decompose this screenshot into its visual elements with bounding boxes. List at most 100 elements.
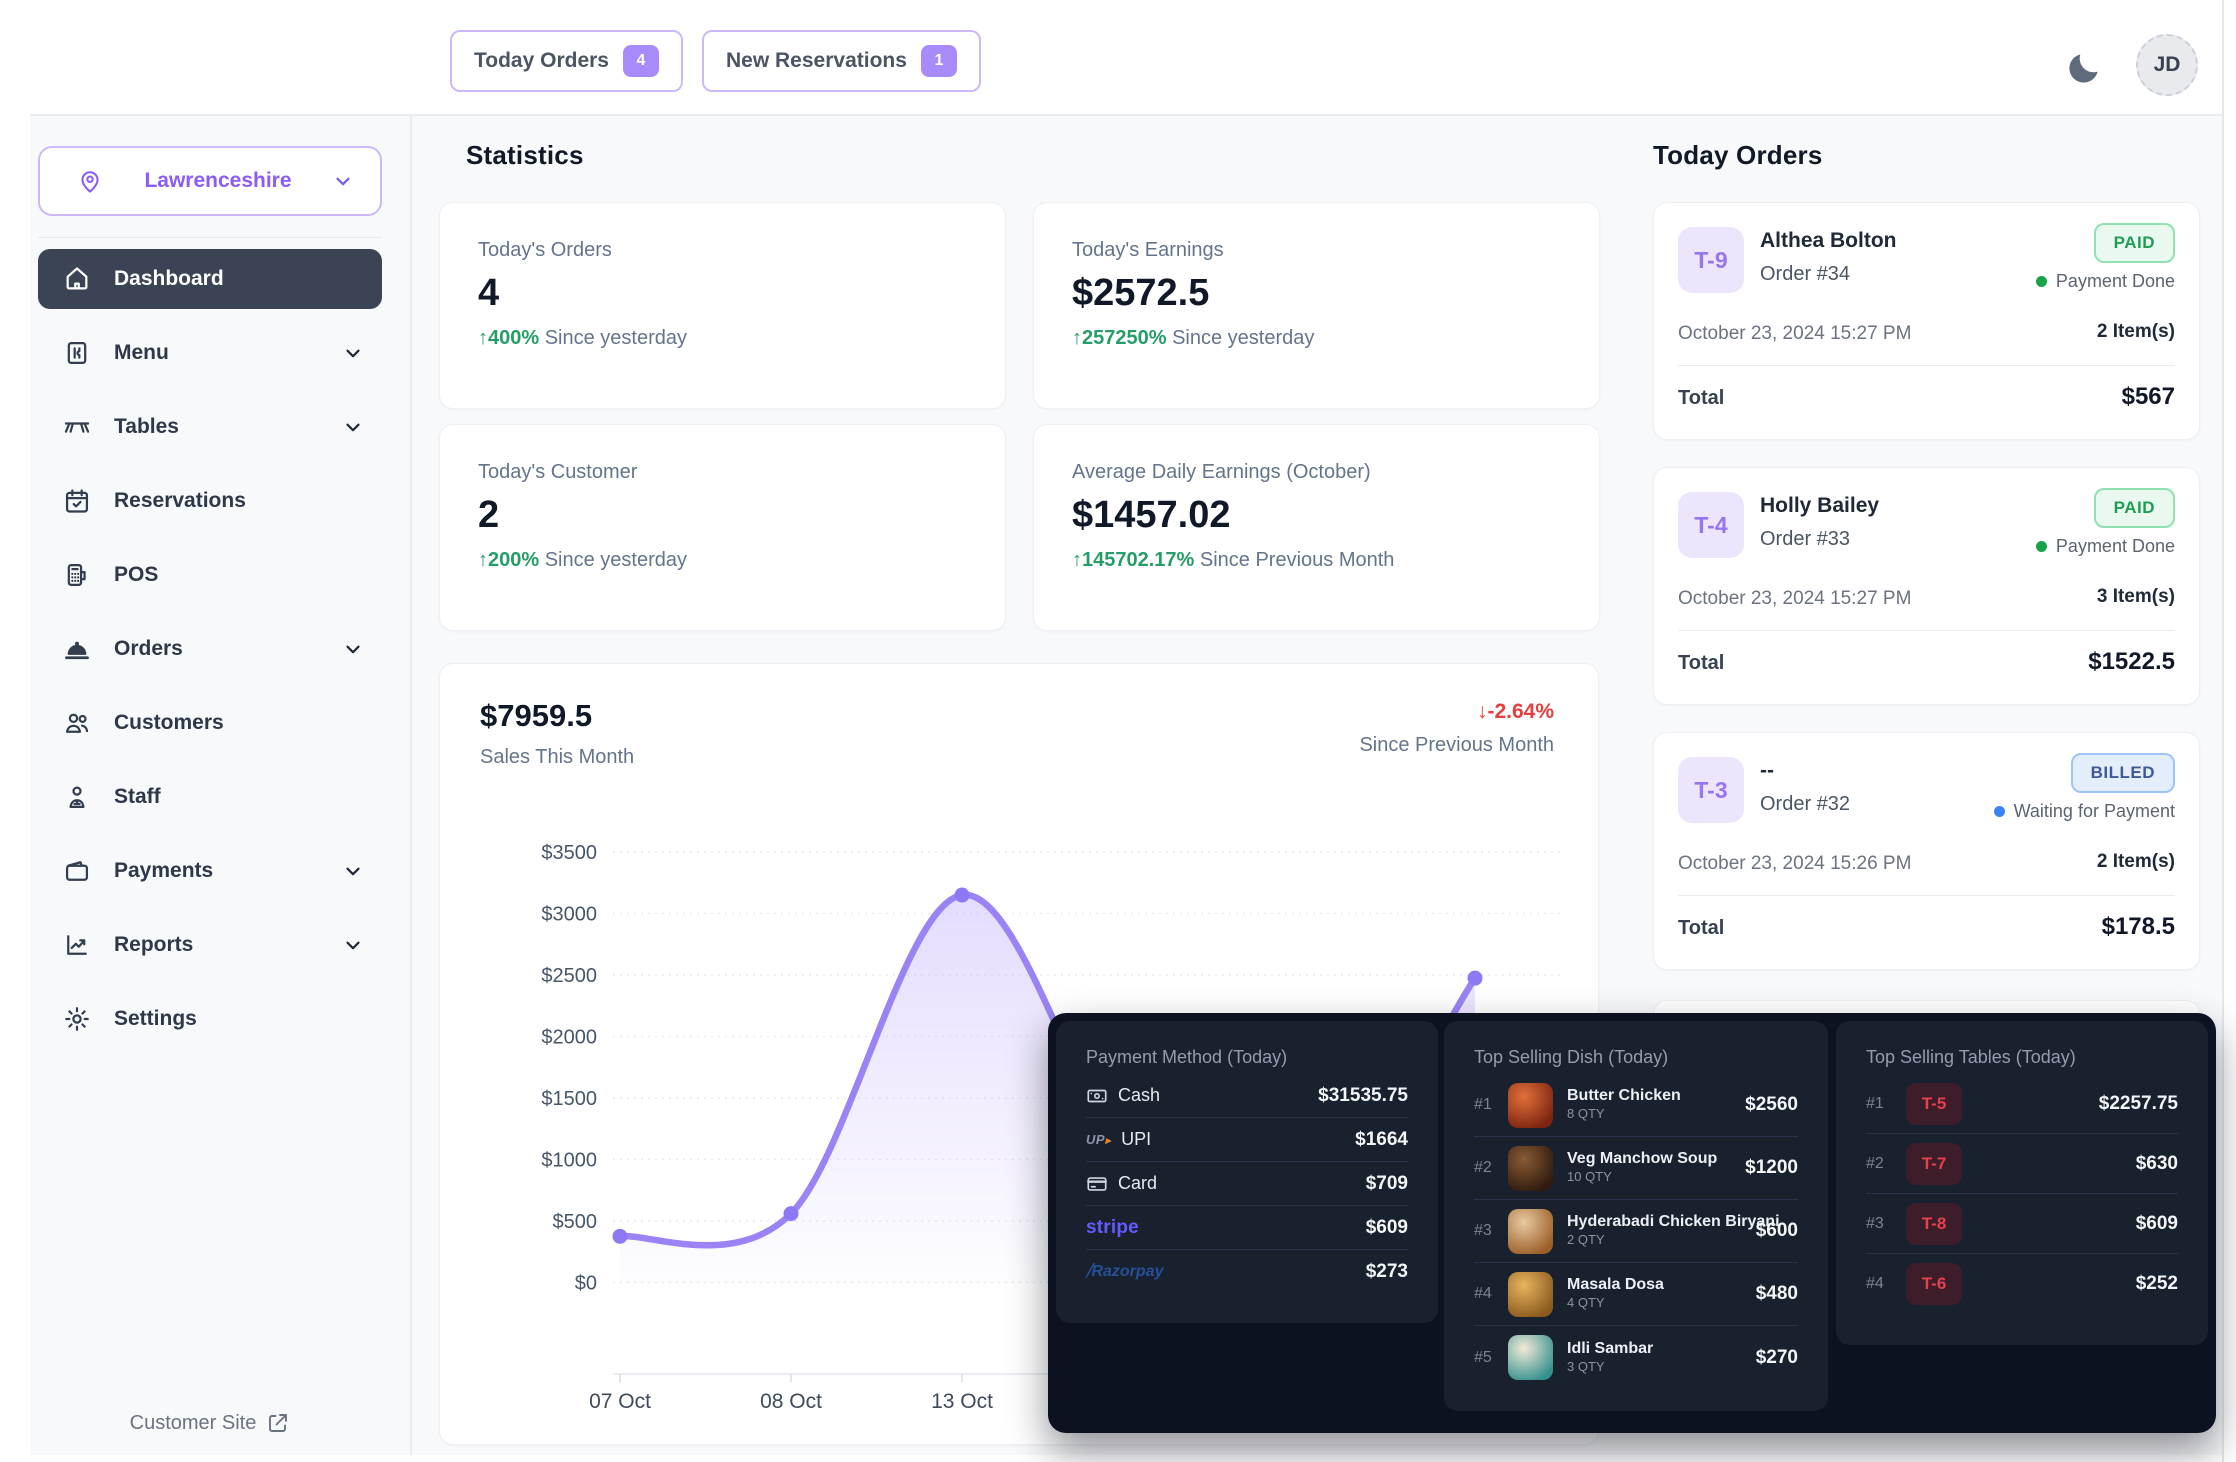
dish-value: $270 [1755,1346,1798,1368]
dish-qty: 10 QTY [1567,1169,1612,1184]
credit-card-icon [1086,1173,1108,1195]
razorpay-logo: ⧸Razorpay [1086,1263,1164,1280]
order-item-count: 2 Item(s) [2096,321,2175,342]
customer-name: Althea Bolton [1760,229,1897,252]
sidebar-item-payments[interactable]: Payments [38,841,382,901]
order-card[interactable]: T-4 Holly Bailey Order #33 PAID Payment … [1653,467,2200,705]
external-link-icon [266,1411,290,1435]
person-icon [62,782,92,812]
sidebar-item-label: Dashboard [114,267,224,290]
dish-row: #2 Veg Manchow Soup 10 QTY $1200 [1474,1137,1798,1200]
svg-text:07 Oct: 07 Oct [589,1390,651,1413]
new-reservations-pill-label: New Reservations [726,49,907,72]
total-value: $567 [2121,383,2175,410]
sidebar-item-staff[interactable]: Staff [38,767,382,827]
top-selling-dish-panel: Top Selling Dish (Today) #1 Butter Chick… [1444,1021,1828,1411]
stat-value: $1457.02 [1072,494,1231,536]
dish-photo [1508,1335,1553,1380]
payment-status: Waiting for Payment [1993,801,2175,822]
total-label: Total [1678,652,1725,674]
new-reservations-pill[interactable]: New Reservations 1 [702,30,981,92]
top-selling-tables-panel: Top Selling Tables (Today) #1 T-5 $2257.… [1836,1021,2208,1345]
payment-status-label: Payment Done [2055,536,2175,556]
razorpay-label: Razorpay [1091,1263,1164,1280]
table-row: #2 T-7 $630 [1866,1134,2178,1194]
chart-line-icon [62,930,92,960]
payment-method-label: Cash [1118,1085,1161,1105]
order-datetime: October 23, 2024 15:26 PM [1678,853,1912,874]
payment-method-value: $273 [1365,1261,1408,1282]
sidebar-item-settings[interactable]: Settings [38,989,382,1049]
stat-value: 2 [478,494,500,536]
dish-qty: 2 QTY [1567,1232,1605,1247]
customer-site-label: Customer Site [129,1411,257,1434]
moon-icon [2064,48,2104,88]
payment-row-upi: UP▸ UPI $1664 [1086,1118,1408,1162]
dish-row: #3 Hyderabadi Chicken Biryani 2 QTY $600 [1474,1200,1798,1263]
sales-month-label: Sales This Month [480,746,635,768]
order-datetime: October 23, 2024 15:27 PM [1678,588,1912,609]
top-selling-dish-title: Top Selling Dish (Today) [1474,1047,1669,1067]
status-badge: PAID [2093,488,2175,528]
sidebar-item-tables[interactable]: Tables [38,397,382,457]
user-avatar[interactable]: JD [2136,34,2198,96]
svg-text:$2000: $2000 [541,1027,597,1049]
sidebar-item-label: Reports [114,933,194,956]
order-card-divider [1678,630,2175,631]
order-card[interactable]: T-3 -- Order #32 BILLED Waiting for Paym… [1653,732,2200,970]
sidebar-item-orders[interactable]: Orders [38,619,382,679]
payment-row-card: Card $709 [1086,1162,1408,1206]
status-badge: BILLED [2070,753,2175,793]
dish-name: Idli Sambar [1567,1339,1654,1357]
banknote-icon [1086,1085,1108,1107]
table-badge: T-4 [1678,492,1744,558]
sidebar-item-menu[interactable]: Menu [38,323,382,383]
sidebar-item-customers[interactable]: Customers [38,693,382,753]
stat-value: 4 [478,272,500,314]
payment-row-stripe: stripe $609 [1086,1206,1408,1250]
sales-delta: ↓-2.64% [1476,700,1554,723]
status-dot [2035,541,2047,552]
order-card[interactable]: T-9 Althea Bolton Order #34 PAID Payment… [1653,202,2200,440]
sidebar-item-label: Menu [114,341,169,364]
dark-mode-toggle[interactable] [2058,42,2110,94]
payment-status-label: Payment Done [2055,271,2175,291]
menu-book-icon [62,338,92,368]
table-badge: T-6 [1906,1263,1962,1305]
chevron-down-icon [342,860,364,882]
chevron-down-icon [342,342,364,364]
delta-suffix: Since yesterday [539,549,688,571]
sidebar-item-pos[interactable]: POS [38,545,382,605]
location-select[interactable]: Lawrenceshire [38,146,382,216]
chevron-down-icon [332,170,354,192]
stat-card-todays-customer: Today's Customer 2 ↑200% Since yesterday [439,424,1006,631]
sidebar-item-reports[interactable]: Reports [38,915,382,975]
chevron-down-icon [342,416,364,438]
sidebar-item-reservations[interactable]: Reservations [38,471,382,531]
dish-value: $600 [1755,1220,1798,1241]
location-name: Lawrenceshire [144,169,292,192]
customer-site-link[interactable]: Customer Site [38,1411,382,1435]
payment-method-value: $31535.75 [1318,1084,1408,1106]
customer-name: Holly Bailey [1760,494,1880,517]
table-row: #4 T-6 $252 [1866,1254,2178,1314]
dish-photo [1508,1082,1553,1128]
delta-up-arrow: ↑ [1072,327,1082,349]
today-orders-pill-count: 4 [622,45,659,77]
table-badge: T-5 [1906,1082,1962,1125]
sidebar-item-dashboard[interactable]: Dashboard [38,249,382,309]
top-selling-tables-title: Top Selling Tables (Today) [1866,1047,2076,1067]
stat-label: Today's Orders [478,239,612,261]
stat-value: $2572.5 [1072,272,1210,314]
avatar-initials: JD [2153,53,2181,76]
dish-rank: #4 [1474,1285,1492,1302]
scrollbar[interactable] [2222,0,2224,1462]
wallet-icon [62,856,92,886]
svg-text:$2500: $2500 [541,965,597,987]
order-number: Order #32 [1760,793,1851,815]
pos-terminal-icon [62,560,92,590]
today-orders-pill[interactable]: Today Orders 4 [450,30,683,92]
stat-label: Today's Customer [478,461,638,483]
dish-row: #1 Butter Chicken 8 QTY $2560 [1474,1074,1798,1137]
